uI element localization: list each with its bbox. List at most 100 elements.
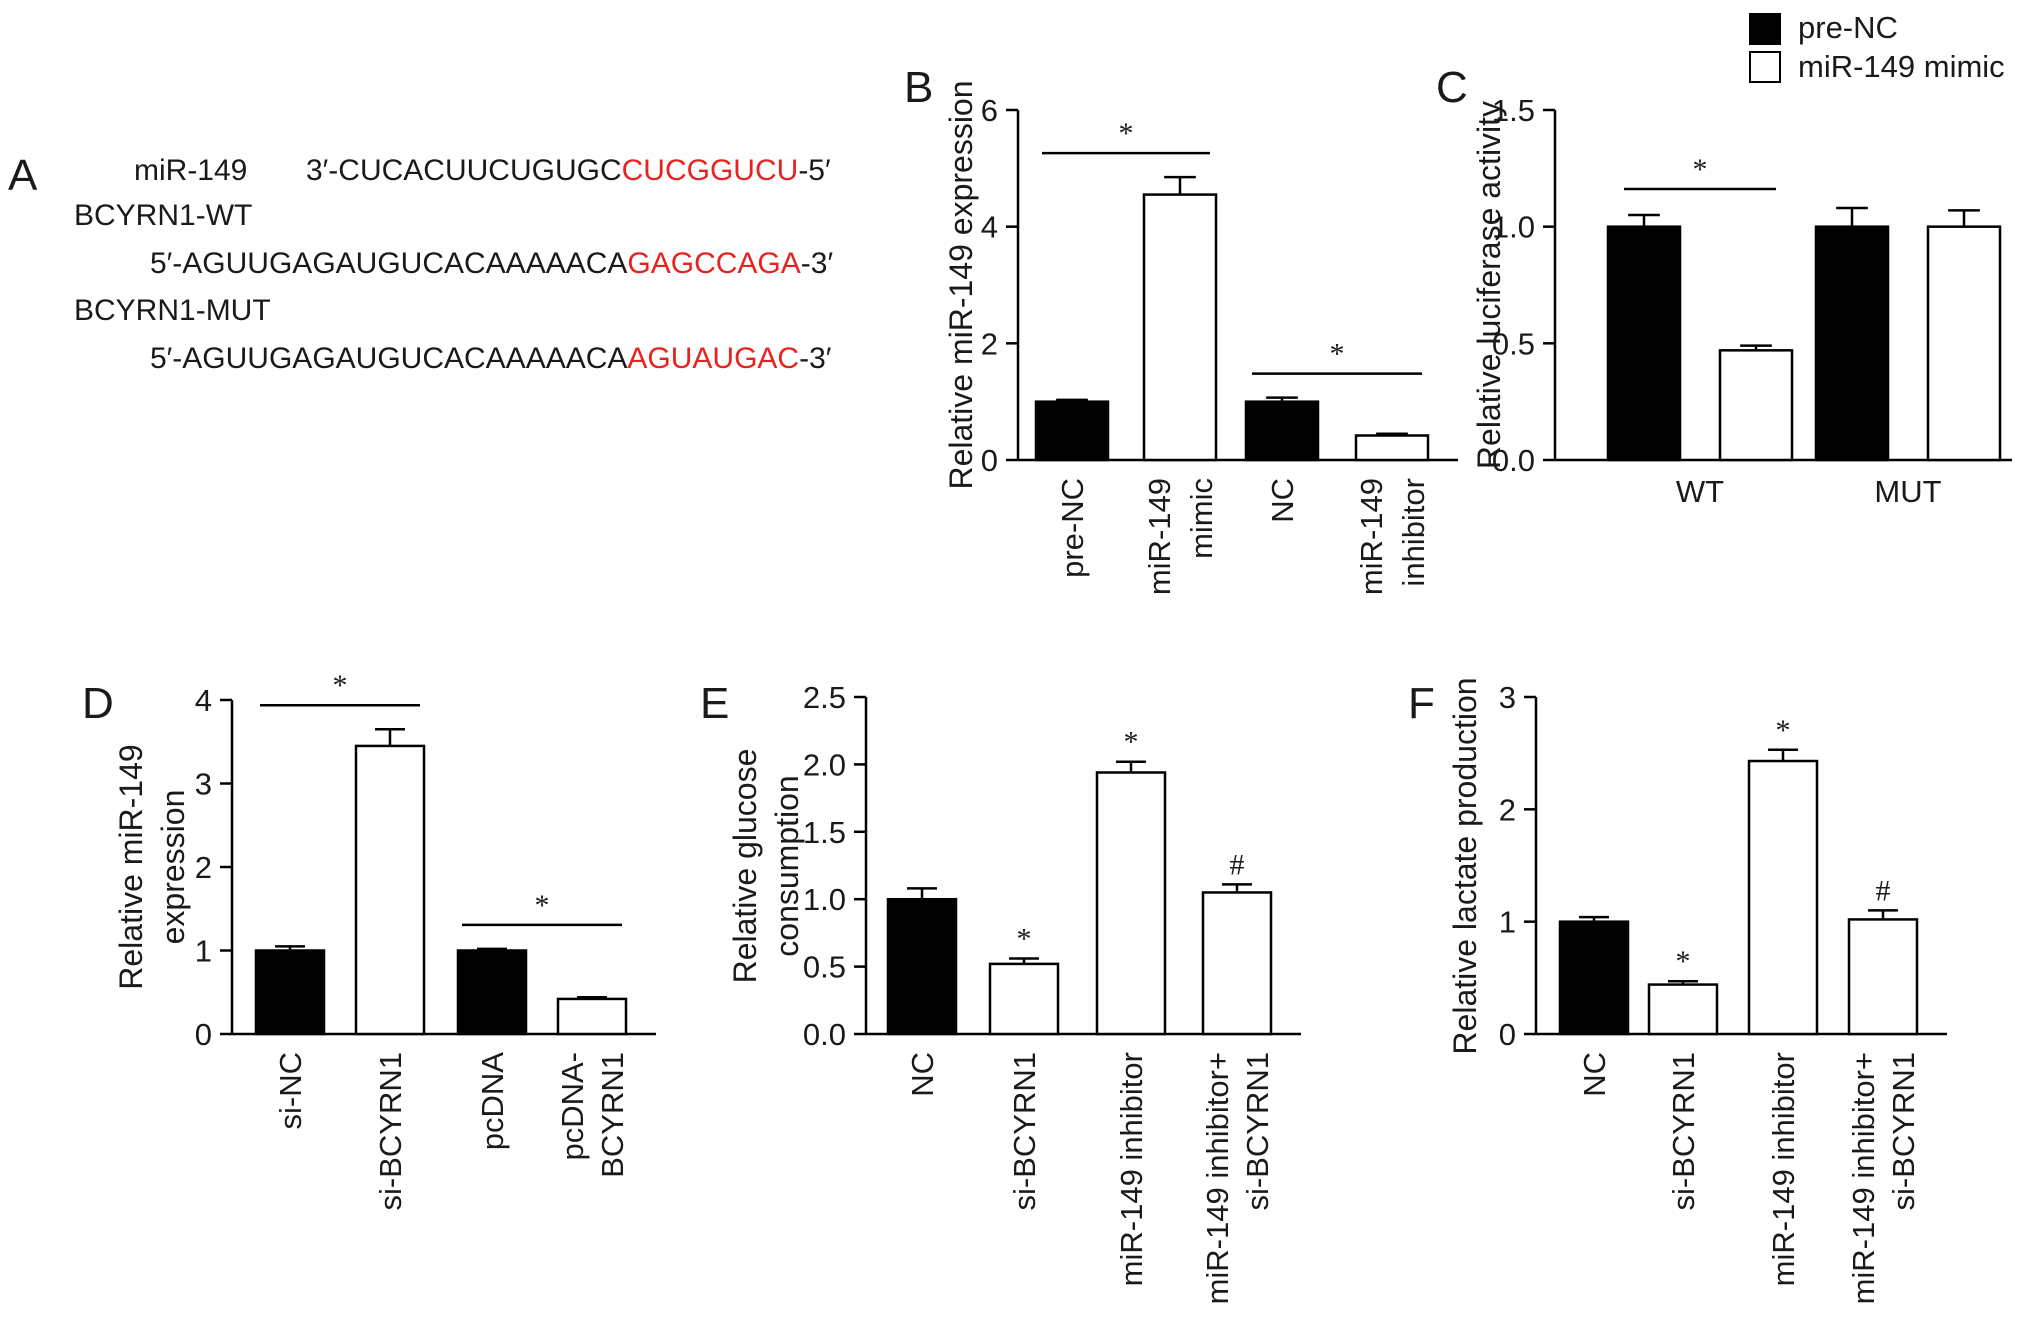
bar [1647, 983, 1719, 1036]
bar [1847, 918, 1919, 1036]
bar [1244, 400, 1320, 462]
category-label: miR-149 inhibitor [1114, 1052, 1149, 1286]
category-label: si-BCYRN1 [373, 1052, 408, 1210]
y-axis-title: Relative miR-149 [113, 744, 149, 989]
bar [1718, 349, 1794, 462]
bar [556, 997, 628, 1036]
y-tick-label: 3 [1499, 680, 1516, 715]
panel-f-letter: F [1408, 679, 1435, 728]
significance-mark: * [1776, 714, 1791, 747]
y-tick-label: 0 [195, 1017, 212, 1052]
bcyrn1-mut-seed: AGUAUGAC [627, 342, 799, 375]
y-tick-label: 2 [195, 850, 212, 885]
y-tick-label: 1 [1499, 905, 1516, 940]
mir-149-sequence: 3′-CUCACUUCUGUGCCUCGGUCU-5′ [306, 154, 831, 187]
category-label: si-BCYRN1 [1007, 1052, 1042, 1210]
panel-a-letter: A [8, 151, 38, 200]
category-label: NC [1265, 478, 1300, 523]
significance-mark: * [1124, 726, 1139, 759]
y-tick-label: 0.5 [803, 950, 846, 985]
significance-mark: * [1330, 338, 1345, 371]
mir-149-suffix: -5′ [798, 154, 831, 187]
y-tick-label: 2 [1499, 792, 1516, 827]
bcyrn1-mut-suffix: -3′ [799, 342, 832, 375]
category-label: NC [905, 1052, 940, 1097]
y-tick-label: 2.5 [803, 680, 846, 715]
bar [1142, 193, 1218, 462]
y-axis-title: expression [155, 790, 191, 945]
bar [886, 897, 958, 1036]
y-tick-label: 1 [195, 934, 212, 969]
bar [354, 744, 426, 1036]
y-tick-label: 4 [195, 683, 212, 718]
bcyrn1-wt-suffix: -3′ [801, 247, 834, 280]
significance-mark: * [1017, 923, 1032, 956]
bar [1354, 434, 1430, 462]
y-tick-label: 1.5 [1492, 93, 1535, 128]
y-tick-label: 0 [1499, 1017, 1516, 1052]
category-label: miR-149 inhibitor [1766, 1052, 1801, 1286]
category-label: BCYRN1 [595, 1052, 630, 1178]
bar [1606, 225, 1682, 462]
y-tick-label: 0 [981, 443, 998, 478]
bar [1095, 771, 1167, 1036]
bar [456, 949, 528, 1036]
category-label: inhibitor [1396, 478, 1431, 587]
category-label: si-NC [273, 1052, 308, 1130]
mir-149-prefix: 3′-CUCACUUCUGUGC [306, 154, 622, 187]
y-axis-title: Relative luciferase activity [1471, 101, 1507, 469]
panel-f-chart: F 0 1 2 3 Relative lactate production NC si-BC… [1408, 677, 1947, 1304]
bar [1558, 920, 1630, 1036]
mir-149-label: miR-149 [134, 154, 247, 187]
category-label: miR-149 [1142, 478, 1177, 595]
category-label: si-BCYRN1 [1666, 1052, 1701, 1210]
y-axis-title: Relative lactate production [1447, 677, 1483, 1054]
y-tick-label: 2.0 [803, 747, 846, 782]
panel-e-chart: E 0.0 0.5 1.0 1.5 2.0 2.5 Relative glucose cons… [700, 679, 1301, 1304]
category-label: pcDNA- [555, 1052, 590, 1161]
y-axis-title: consumption [769, 775, 805, 956]
y-tick-label: 0.5 [1492, 326, 1535, 361]
y-tick-label: 1.5 [803, 815, 846, 850]
category-label: WT [1676, 474, 1724, 509]
panel-e-letter: E [700, 679, 729, 728]
y-axis-title: Relative miR-149 expression [943, 80, 979, 489]
y-axis-title: Relative glucose [727, 749, 763, 984]
significance-mark: * [333, 669, 348, 702]
category-label: miR-149 inhibitor+ [1846, 1052, 1881, 1304]
y-tick-label: 1.0 [803, 882, 846, 917]
bcyrn1-wt-prefix: 5′-AGUUGAGAUGUCACAAAAACA [150, 247, 627, 280]
category-label: miR-149 [1354, 478, 1389, 595]
panel-a: A miR-149 3′-CUCACUUCUGUGCCUCGGUCU-5′ BC… [8, 151, 833, 375]
bar [1034, 400, 1110, 462]
category-label: pcDNA [475, 1052, 510, 1151]
y-tick-label: 4 [981, 210, 998, 245]
legend: pre-NC miR-149 mimic [1749, 10, 2005, 84]
significance-mark: * [1693, 153, 1708, 186]
legend-label-mir-149-mimic: miR-149 mimic [1798, 49, 2005, 84]
panel-c-letter: C [1436, 63, 1468, 112]
significance-mark: * [535, 889, 550, 922]
legend-swatch-pre-nc [1749, 13, 1781, 45]
y-tick-label: 3 [195, 767, 212, 802]
category-label: pre-NC [1055, 478, 1090, 578]
category-label: si-BCYRN1 [1240, 1052, 1275, 1210]
category-label: MUT [1874, 474, 1941, 509]
category-label: miR-149 inhibitor+ [1200, 1052, 1235, 1304]
legend-label-pre-nc: pre-NC [1798, 10, 1898, 45]
bcyrn1-wt-label: BCYRN1-WT [74, 199, 252, 232]
panel-b-letter: B [904, 63, 933, 112]
bar [1201, 891, 1273, 1036]
y-tick-label: 2 [981, 326, 998, 361]
category-label: NC [1577, 1052, 1612, 1097]
y-tick-label: 0.0 [803, 1017, 846, 1052]
y-tick-label: 6 [981, 93, 998, 128]
significance-mark: * [1119, 117, 1134, 150]
bar [988, 962, 1060, 1036]
y-tick-label: 0.0 [1492, 443, 1535, 478]
significance-mark: # [1876, 874, 1891, 907]
category-label: mimic [1184, 478, 1219, 559]
bar [1926, 225, 2002, 462]
